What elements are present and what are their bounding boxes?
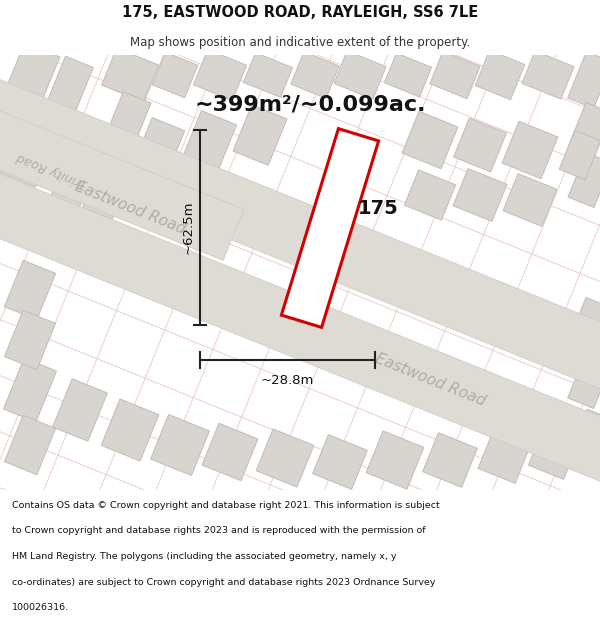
Polygon shape xyxy=(83,171,127,219)
Polygon shape xyxy=(430,51,480,99)
Polygon shape xyxy=(422,432,478,488)
Polygon shape xyxy=(53,379,107,441)
Polygon shape xyxy=(0,164,600,556)
Polygon shape xyxy=(522,51,574,99)
Polygon shape xyxy=(47,111,93,169)
Polygon shape xyxy=(2,188,58,253)
Polygon shape xyxy=(131,164,179,216)
Polygon shape xyxy=(152,52,198,98)
Polygon shape xyxy=(568,352,600,408)
Polygon shape xyxy=(529,421,581,479)
Polygon shape xyxy=(404,170,455,220)
Polygon shape xyxy=(281,129,379,328)
Polygon shape xyxy=(568,298,600,352)
Text: Eastwood Road: Eastwood Road xyxy=(373,351,487,409)
Polygon shape xyxy=(385,53,431,97)
Polygon shape xyxy=(567,409,600,471)
Polygon shape xyxy=(559,130,600,180)
Polygon shape xyxy=(109,92,151,138)
Polygon shape xyxy=(0,59,244,261)
Polygon shape xyxy=(202,423,258,481)
Text: ~28.8m: ~28.8m xyxy=(261,374,314,386)
Text: 175: 175 xyxy=(358,199,399,217)
Polygon shape xyxy=(313,434,367,489)
Text: ~399m²/~0.099ac.: ~399m²/~0.099ac. xyxy=(195,95,427,115)
Polygon shape xyxy=(402,111,458,169)
Text: HM Land Registry. The polygons (including the associated geometry, namely x, y: HM Land Registry. The polygons (includin… xyxy=(12,552,397,561)
Polygon shape xyxy=(184,111,236,169)
Polygon shape xyxy=(0,42,60,118)
Polygon shape xyxy=(47,164,92,216)
Polygon shape xyxy=(453,169,507,221)
Text: Eastwood Road: Eastwood Road xyxy=(73,179,187,237)
Polygon shape xyxy=(101,48,158,102)
Polygon shape xyxy=(568,152,600,208)
Text: Map shows position and indicative extent of the property.: Map shows position and indicative extent… xyxy=(130,36,470,49)
Polygon shape xyxy=(0,112,60,188)
Polygon shape xyxy=(475,50,525,100)
Polygon shape xyxy=(82,123,128,177)
Polygon shape xyxy=(244,52,293,98)
Text: to Crown copyright and database rights 2023 and is reproduced with the permissio: to Crown copyright and database rights 2… xyxy=(12,526,425,536)
Polygon shape xyxy=(0,24,600,419)
Polygon shape xyxy=(568,102,600,158)
Polygon shape xyxy=(101,399,159,461)
Polygon shape xyxy=(136,118,185,172)
Text: Trinity Road: Trinity Road xyxy=(15,150,89,190)
Text: 100026316.: 100026316. xyxy=(12,603,69,612)
Polygon shape xyxy=(193,49,247,101)
Polygon shape xyxy=(256,429,314,487)
Polygon shape xyxy=(503,174,557,226)
Polygon shape xyxy=(4,260,56,320)
Text: Contains OS data © Crown copyright and database right 2021. This information is : Contains OS data © Crown copyright and d… xyxy=(12,501,440,510)
Polygon shape xyxy=(334,51,386,99)
Text: 175, EASTWOOD ROAD, RAYLEIGH, SS6 7LE: 175, EASTWOOD ROAD, RAYLEIGH, SS6 7LE xyxy=(122,4,478,19)
Polygon shape xyxy=(366,431,424,489)
Text: ~62.5m: ~62.5m xyxy=(182,201,194,254)
Polygon shape xyxy=(4,358,56,422)
Polygon shape xyxy=(4,415,56,475)
Polygon shape xyxy=(233,105,287,165)
Polygon shape xyxy=(478,427,532,483)
Polygon shape xyxy=(291,52,339,98)
Polygon shape xyxy=(454,118,506,172)
Polygon shape xyxy=(502,121,558,179)
Polygon shape xyxy=(47,56,93,114)
Text: co-ordinates) are subject to Crown copyright and database rights 2023 Ordnance S: co-ordinates) are subject to Crown copyr… xyxy=(12,578,436,587)
Polygon shape xyxy=(568,52,600,108)
Polygon shape xyxy=(4,310,56,370)
Polygon shape xyxy=(151,414,209,476)
